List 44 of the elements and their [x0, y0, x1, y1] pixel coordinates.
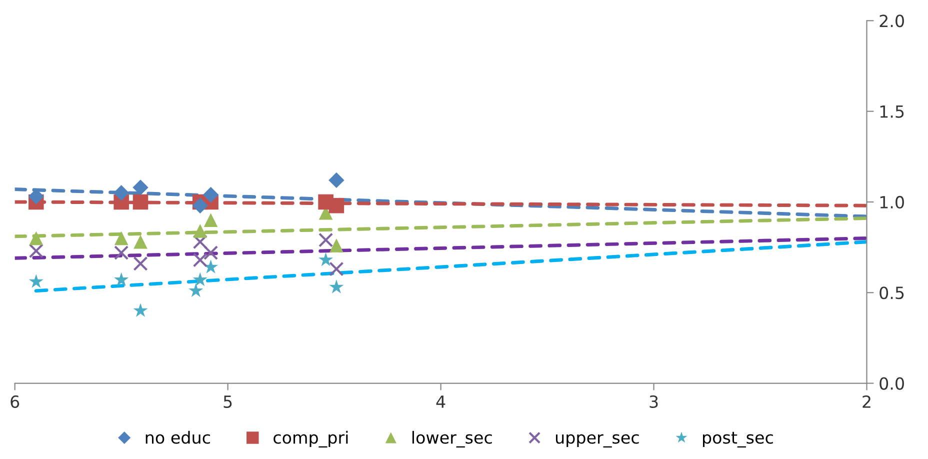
- point: [328, 172, 344, 188]
- point: [318, 232, 334, 248]
- point: [114, 272, 129, 286]
- point: [318, 252, 334, 266]
- point: [132, 194, 148, 210]
- legend-label: comp_pri: [274, 430, 348, 448]
- legend-label: post_sec: [702, 432, 773, 448]
- point: [192, 272, 208, 286]
- point: [132, 180, 148, 196]
- point: [193, 224, 208, 238]
- x-tick-label: 4: [436, 396, 446, 408]
- point: [188, 283, 204, 297]
- point: [28, 274, 44, 288]
- point: [133, 303, 148, 317]
- point: [28, 244, 44, 258]
- y-tick-label: 0.5: [880, 286, 904, 300]
- point: [192, 198, 208, 214]
- point: [204, 260, 218, 274]
- point: [29, 231, 44, 246]
- point: [329, 262, 344, 276]
- y-tick-label: 0.0: [880, 377, 904, 390]
- y-tick-label: 1.0: [880, 196, 904, 209]
- legend-label: no educ: [146, 430, 210, 444]
- point: [134, 234, 148, 249]
- point: [114, 245, 129, 260]
- legend-label: upper_sec: [556, 434, 639, 448]
- point: [203, 245, 218, 260]
- point: [114, 231, 128, 246]
- x-tick-label: 2: [862, 395, 870, 408]
- y-tick-label: 2.0: [880, 14, 904, 28]
- point: [329, 238, 344, 252]
- point: [204, 213, 218, 228]
- point: [192, 234, 208, 250]
- y-tick-label: 1.5: [880, 105, 904, 118]
- legend-label: lower_sec: [412, 430, 492, 448]
- point: [192, 252, 208, 268]
- point: [113, 185, 130, 201]
- point: [133, 256, 148, 271]
- point: [329, 280, 344, 294]
- point: [328, 198, 344, 214]
- x-tick-label: 3: [650, 395, 658, 408]
- x-tick-label: 5: [224, 396, 232, 408]
- point: [202, 186, 219, 203]
- x-tick-label: 6: [10, 395, 20, 408]
